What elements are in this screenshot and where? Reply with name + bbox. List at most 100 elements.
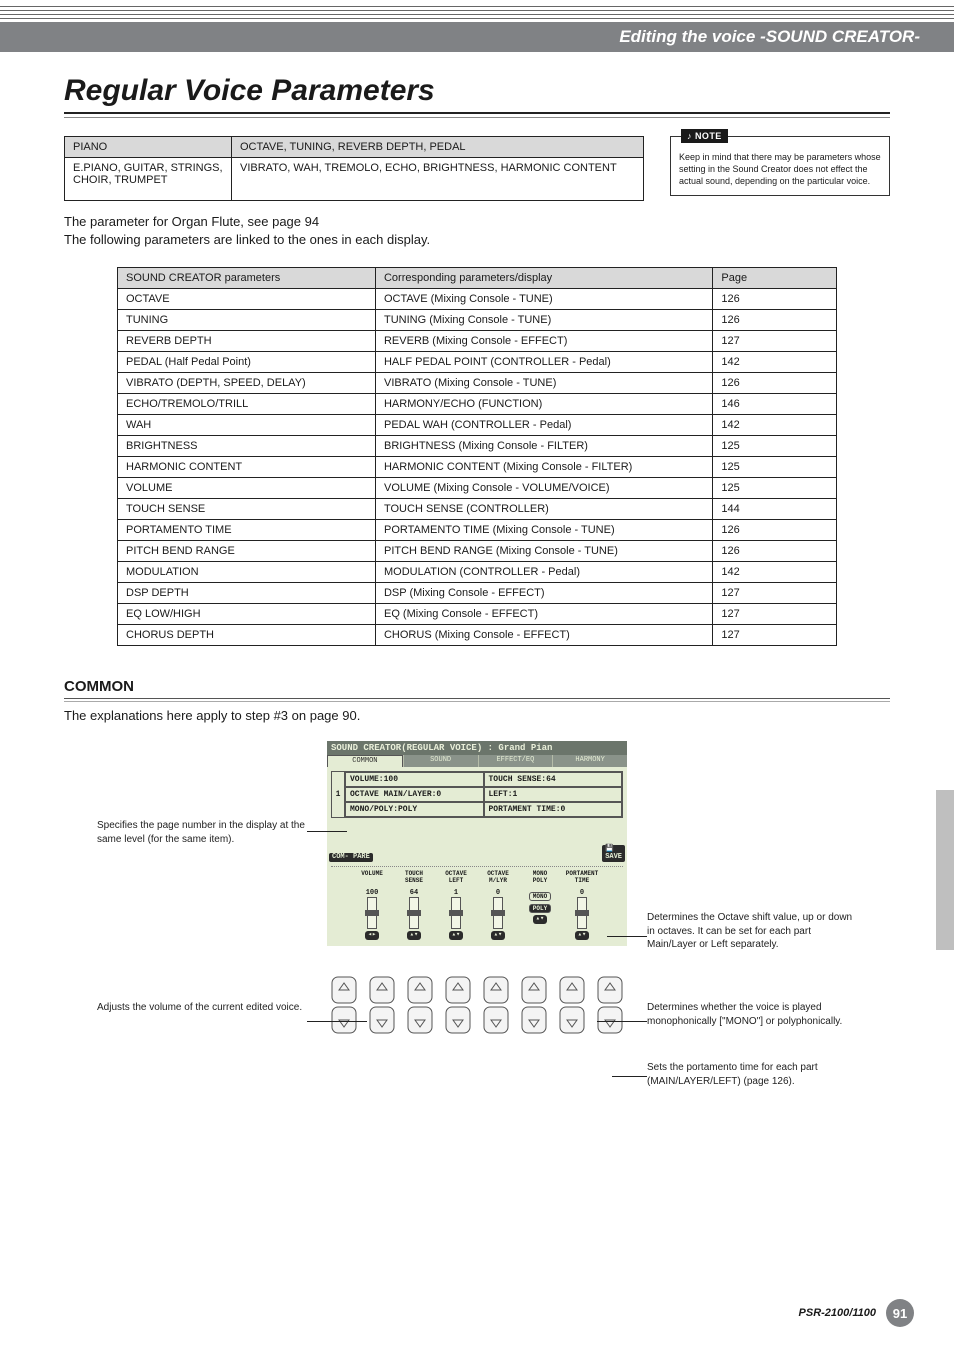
table-cell: PEDAL (Half Pedal Point) (118, 352, 376, 373)
slider-track[interactable] (577, 897, 587, 929)
lcd-cell-octave: OCTAVE MAIN/LAYER:0 (345, 787, 484, 802)
table-cell: CHORUS DEPTH (118, 625, 376, 646)
table-cell: 127 (713, 625, 837, 646)
slider-track[interactable] (367, 897, 377, 929)
table-cell: HARMONY/ECHO (FUNCTION) (375, 394, 712, 415)
slider-track[interactable] (493, 897, 503, 929)
slider-pill: POLY (529, 904, 551, 913)
slider-label: PORTAMENTTIME (566, 871, 598, 889)
slider-arrows[interactable]: ▴▾ (491, 931, 505, 940)
panel-button-pair[interactable] (405, 976, 435, 1034)
panel-button-pair[interactable] (519, 976, 549, 1034)
slider-value: 0 (496, 889, 500, 897)
lcd-cell-portament: PORTAMENT TIME:0 (484, 802, 623, 817)
table-cell: 127 (713, 604, 837, 625)
lcd-slider[interactable]: OCTAVEM/LYR0 ▴▾ (479, 871, 517, 940)
anno-octave: Determines the Octave shift value, up or… (647, 911, 857, 952)
table-cell: HARMONIC CONTENT (Mixing Console - FILTE… (375, 457, 712, 478)
slider-label: OCTAVEM/LYR (487, 871, 509, 889)
footer-model: PSR-2100/1100 (799, 1307, 876, 1319)
table-cell: DSP (Mixing Console - EFFECT) (375, 583, 712, 604)
lcd-slider[interactable]: MONOPOLYMONOPOLY▴▾ (521, 871, 559, 940)
table-cell: REVERB DEPTH (118, 331, 376, 352)
lcd-sliders: VOLUME100◂▸TOUCHSENSE64▴▾OCTAVELEFT1▴▾OC… (327, 867, 627, 946)
slider-track[interactable] (409, 897, 419, 929)
panel-button-pair[interactable] (329, 976, 359, 1034)
slider-value: 0 (580, 889, 584, 897)
lcd-tab-effecteq[interactable]: EFFECT/EQ (478, 755, 553, 767)
table-row: BRIGHTNESSBRIGHTNESS (Mixing Console - F… (118, 436, 837, 457)
lcd-screen: SOUND CREATOR(REGULAR VOICE) : Grand Pia… (327, 741, 627, 946)
ptable-r1-c0: E.PIANO, GUITAR, STRINGS, CHOIR, TRUMPET (65, 158, 232, 201)
panel-button-pair[interactable] (557, 976, 587, 1034)
lcd-save-badge[interactable]: 💾SAVE (602, 845, 625, 862)
anno-monopoly: Determines whether the voice is played m… (647, 1001, 857, 1028)
table-cell: 125 (713, 478, 837, 499)
table-cell: 126 (713, 289, 837, 310)
page-title: Regular Voice Parameters (64, 74, 890, 108)
ptable-r0-c1: OCTAVE, TUNING, REVERB DEPTH, PEDAL (232, 137, 644, 158)
voice-class-table: PIANO OCTAVE, TUNING, REVERB DEPTH, PEDA… (64, 136, 644, 201)
table-cell: VOLUME (118, 478, 376, 499)
lcd-tabs: COMMON SOUND EFFECT/EQ HARMONY (327, 755, 627, 767)
slider-pill: MONO (529, 892, 551, 901)
lcd-cell-touch: TOUCH SENSE:64 (484, 772, 623, 787)
lcd-compare-badge[interactable]: COM- PARE (329, 853, 373, 863)
lcd-slider[interactable]: VOLUME100◂▸ (353, 871, 391, 940)
table-cell: VIBRATO (DEPTH, SPEED, DELAY) (118, 373, 376, 394)
slider-arrows[interactable]: ▴▾ (407, 931, 421, 940)
slider-arrows[interactable]: ▴▾ (575, 931, 589, 940)
table-row: CHORUS DEPTHCHORUS (Mixing Console - EFF… (118, 625, 837, 646)
slider-arrows[interactable]: ◂▸ (365, 931, 379, 940)
table-cell: PITCH BEND RANGE (118, 541, 376, 562)
body-text-1: The parameter for Organ Flute, see page … (64, 213, 890, 231)
table-cell: PEDAL WAH (CONTROLLER - Pedal) (375, 415, 712, 436)
slider-track[interactable] (451, 897, 461, 929)
panel-button-pair[interactable] (443, 976, 473, 1034)
table-cell: 127 (713, 583, 837, 604)
panel-button-pair[interactable] (481, 976, 511, 1034)
lcd-tab-sound[interactable]: SOUND (403, 755, 478, 767)
parameter-map-table: SOUND CREATOR parameters Corresponding p… (117, 267, 837, 646)
bigtable-h0: SOUND CREATOR parameters (118, 268, 376, 289)
slider-value: 64 (410, 889, 418, 897)
table-cell: ECHO/TREMOLO/TRILL (118, 394, 376, 415)
note-tag: ♪NOTE (681, 129, 728, 143)
slider-arrows[interactable]: ▴▾ (449, 931, 463, 940)
note-text: Keep in mind that there may be parameter… (679, 152, 881, 186)
table-cell: 125 (713, 457, 837, 478)
lcd-tab-harmony[interactable]: HARMONY (552, 755, 627, 767)
panel-button-pair[interactable] (595, 976, 625, 1034)
slider-value: 1 (454, 889, 458, 897)
lcd-slider[interactable]: OCTAVELEFT1▴▾ (437, 871, 475, 940)
top-rules (0, 0, 954, 19)
table-cell: 144 (713, 499, 837, 520)
side-tab (936, 790, 954, 950)
lcd-tab-common[interactable]: COMMON (327, 755, 403, 767)
table-cell: 146 (713, 394, 837, 415)
panel-button-pair[interactable] (367, 976, 397, 1034)
table-cell: 126 (713, 373, 837, 394)
section-head-common: COMMON (64, 678, 890, 698)
lcd-cell-monopoly: MONO/POLY:POLY (345, 802, 484, 817)
table-cell: TOUCH SENSE (CONTROLLER) (375, 499, 712, 520)
ptable-r1-c1: VIBRATO, WAH, TREMOLO, ECHO, BRIGHTNESS,… (232, 158, 644, 201)
table-row: VIBRATO (DEPTH, SPEED, DELAY)VIBRATO (Mi… (118, 373, 837, 394)
lcd-cell-volume: VOLUME:100 (345, 772, 484, 787)
lcd-slider[interactable]: TOUCHSENSE64▴▾ (395, 871, 433, 940)
ptable-r0-c0: PIANO (65, 137, 232, 158)
lcd-title: SOUND CREATOR(REGULAR VOICE) : Grand Pia… (327, 741, 627, 755)
lcd-slider[interactable]: PORTAMENTTIME0 ▴▾ (563, 871, 601, 940)
table-cell: TUNING (Mixing Console - TUNE) (375, 310, 712, 331)
section-sub: The explanations here apply to step #3 o… (64, 708, 890, 723)
table-cell: PITCH BEND RANGE (Mixing Console - TUNE) (375, 541, 712, 562)
table-row: PITCH BEND RANGEPITCH BEND RANGE (Mixing… (118, 541, 837, 562)
slider-arrows[interactable]: ▴▾ (533, 915, 547, 924)
table-cell: OCTAVE (118, 289, 376, 310)
bigtable-h2: Page (713, 268, 837, 289)
table-cell: MODULATION (CONTROLLER - Pedal) (375, 562, 712, 583)
lcd-grid-index: 1 (331, 771, 344, 818)
table-cell: VIBRATO (Mixing Console - TUNE) (375, 373, 712, 394)
table-cell: TOUCH SENSE (118, 499, 376, 520)
table-cell: REVERB (Mixing Console - EFFECT) (375, 331, 712, 352)
